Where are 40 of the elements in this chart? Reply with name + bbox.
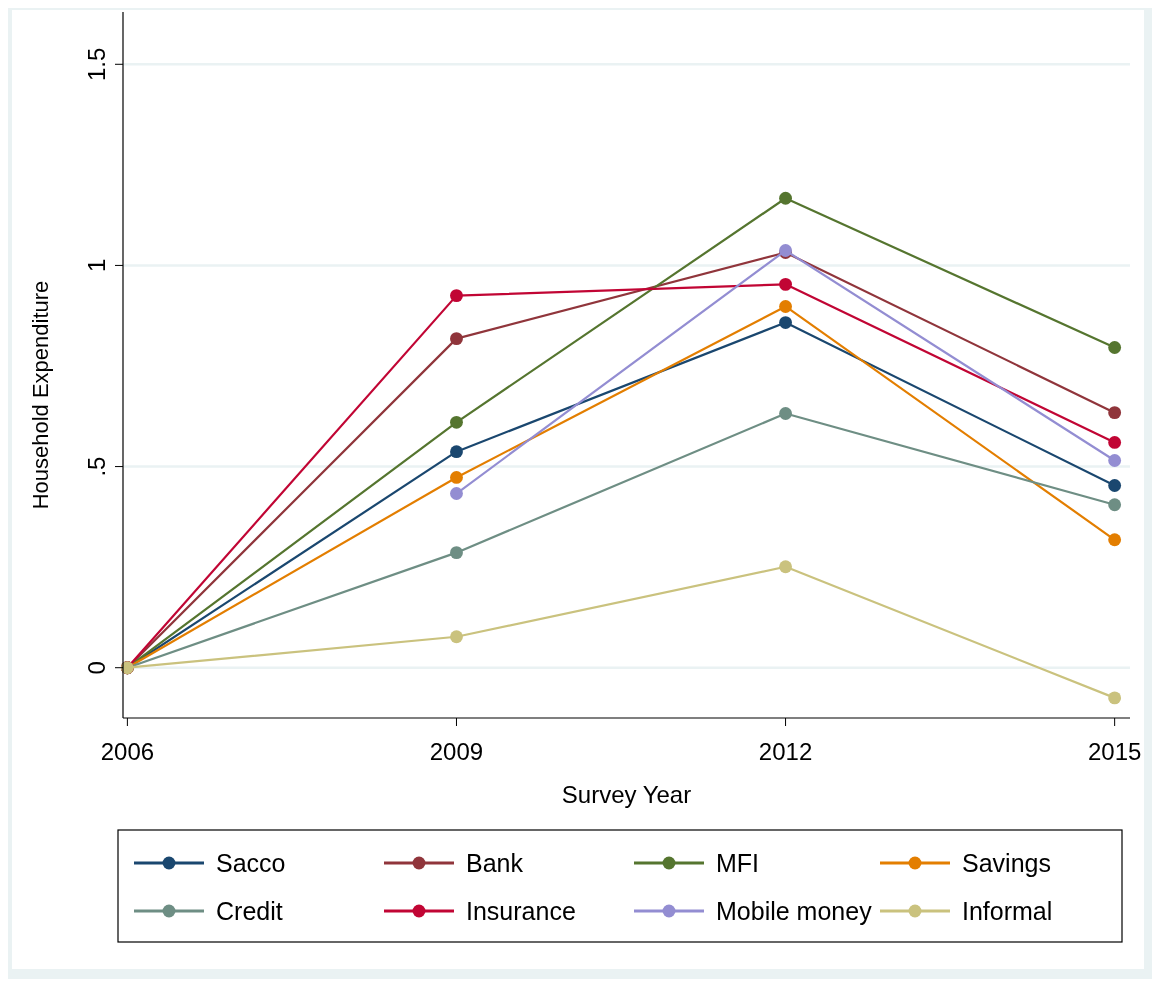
point — [1108, 436, 1122, 449]
y-tick-label: 0 — [83, 661, 110, 675]
point — [450, 332, 463, 346]
legend-label: Bank — [466, 849, 524, 877]
point — [1108, 406, 1122, 420]
legend-label: Credit — [216, 897, 283, 925]
legend-label: Mobile money — [716, 897, 873, 925]
point — [779, 560, 792, 574]
point — [779, 277, 792, 291]
legend-label: Insurance — [466, 897, 576, 925]
point — [779, 300, 792, 313]
legend-label: Sacco — [216, 849, 286, 877]
point — [1108, 498, 1122, 512]
point — [1108, 479, 1122, 492]
legend-label: MFI — [716, 849, 760, 877]
y-tick-label: .5 — [83, 456, 110, 477]
point — [1108, 454, 1122, 467]
point — [450, 471, 463, 484]
y-tick-label: 1 — [83, 258, 110, 273]
point — [450, 630, 463, 644]
point — [450, 445, 463, 459]
point — [1108, 533, 1122, 547]
point — [779, 316, 792, 329]
point — [450, 415, 463, 429]
point — [1108, 341, 1122, 354]
point — [779, 407, 792, 420]
x-tick-label: 2006 — [100, 738, 155, 765]
x-axis-title: Survey Year — [561, 781, 692, 808]
point — [1108, 691, 1122, 705]
point — [450, 546, 463, 560]
x-tick-label: 2009 — [429, 738, 484, 765]
point — [450, 289, 463, 303]
x-tick-label: 2015 — [1087, 738, 1142, 765]
legend-label: Savings — [962, 849, 1051, 877]
y-tick-label: 1.5 — [83, 47, 110, 81]
legend-label: Informal — [962, 897, 1053, 925]
y-axis-title: Household Expenditure — [28, 280, 53, 510]
point — [779, 191, 792, 205]
point — [450, 487, 463, 500]
x-tick-label: 2012 — [758, 738, 813, 765]
